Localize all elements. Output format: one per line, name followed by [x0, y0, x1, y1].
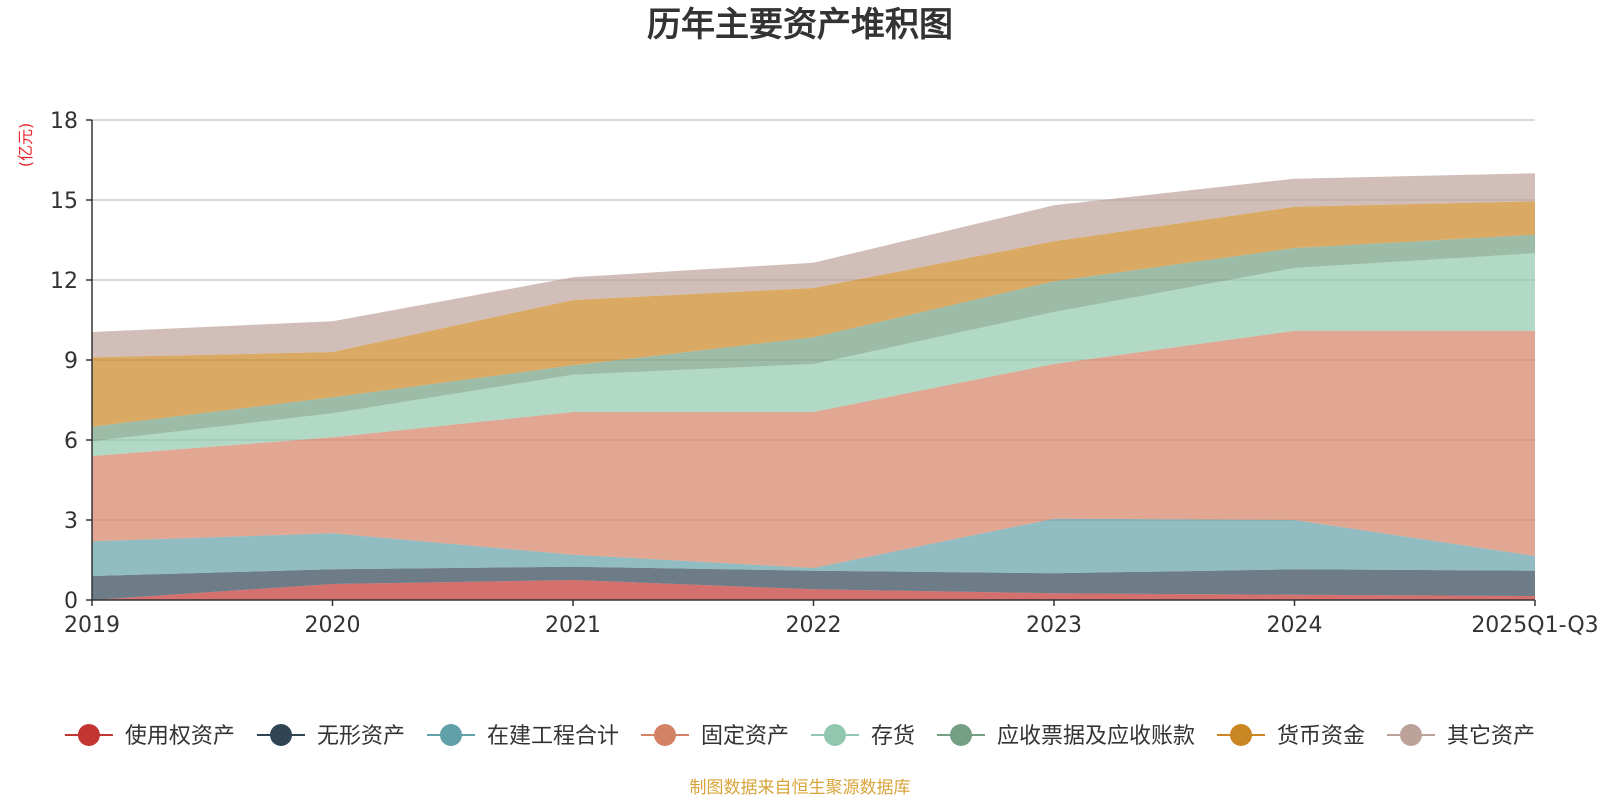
legend-label: 货币资金 — [1277, 724, 1365, 749]
y-axis-ticks: 0 3 6 9 12 15 18 — [50, 109, 92, 614]
legend-label: 使用权资产 — [125, 724, 235, 749]
legend-label: 其它资产 — [1447, 724, 1535, 749]
legend-marker — [824, 724, 846, 746]
legend-marker — [440, 724, 462, 746]
y-tick-label: 6 — [64, 429, 78, 454]
x-tick-label: 2021 — [545, 613, 601, 638]
x-tick-label: 2023 — [1026, 613, 1082, 638]
area-6 — [92, 201, 1535, 427]
legend-item-2[interactable]: 在建工程合计 — [427, 724, 619, 749]
y-axis-unit-label: (亿元) — [16, 123, 35, 168]
y-tick-label: 0 — [64, 589, 78, 614]
legend-item-4[interactable]: 存货 — [811, 724, 915, 749]
legend-marker — [1230, 724, 1252, 746]
x-tick-label: 2020 — [305, 613, 361, 638]
y-tick-label: 9 — [64, 349, 78, 374]
legend-item-0[interactable]: 使用权资产 — [64, 724, 235, 749]
chart-title: 历年主要资产堆积图 — [647, 5, 953, 45]
y-tick-label: 18 — [50, 109, 78, 134]
legend-label: 存货 — [871, 724, 915, 749]
x-axis-ticks: 2019 2020 2021 2022 2023 2024 2025Q1-Q3 — [64, 600, 1599, 638]
area-4 — [92, 253, 1535, 456]
legend-label: 在建工程合计 — [487, 724, 619, 749]
legend-marker — [1400, 724, 1422, 746]
y-tick-label: 12 — [50, 269, 78, 294]
area-7 — [92, 173, 1535, 358]
y-tick-label: 15 — [50, 189, 78, 214]
area-3 — [92, 330, 1535, 568]
legend-label: 无形资产 — [317, 724, 405, 749]
area-5 — [92, 234, 1535, 442]
legend-marker — [654, 724, 676, 746]
legend-marker — [270, 724, 292, 746]
legend-item-1[interactable]: 无形资产 — [257, 724, 405, 749]
y-tick-label: 3 — [64, 509, 78, 534]
legend-marker — [950, 724, 972, 746]
legend-label: 应收票据及应收账款 — [997, 724, 1195, 749]
legend-item-3[interactable]: 固定资产 — [641, 724, 789, 749]
legend-label: 固定资产 — [701, 724, 789, 749]
x-tick-label: 2022 — [786, 613, 842, 638]
x-tick-label: 2025Q1-Q3 — [1471, 613, 1598, 638]
legend-item-6[interactable]: 货币资金 — [1217, 724, 1365, 749]
area-2 — [92, 518, 1535, 576]
legend-item-7[interactable]: 其它资产 — [1387, 724, 1535, 749]
legend-marker — [77, 724, 100, 746]
x-tick-label: 2019 — [64, 613, 120, 638]
area-1 — [92, 566, 1535, 600]
legend: 使用权资产 无形资产 在建工程合计 固定资产 存货 应收票据及应收账款 货币资金 其它资产 — [64, 724, 1535, 749]
x-tick-label: 2024 — [1267, 613, 1323, 638]
legend-item-5[interactable]: 应收票据及应收账款 — [937, 724, 1195, 749]
area-0 — [92, 580, 1535, 600]
source-note: 制图数据来自恒生聚源数据库 — [690, 778, 911, 798]
area-series — [92, 173, 1535, 600]
